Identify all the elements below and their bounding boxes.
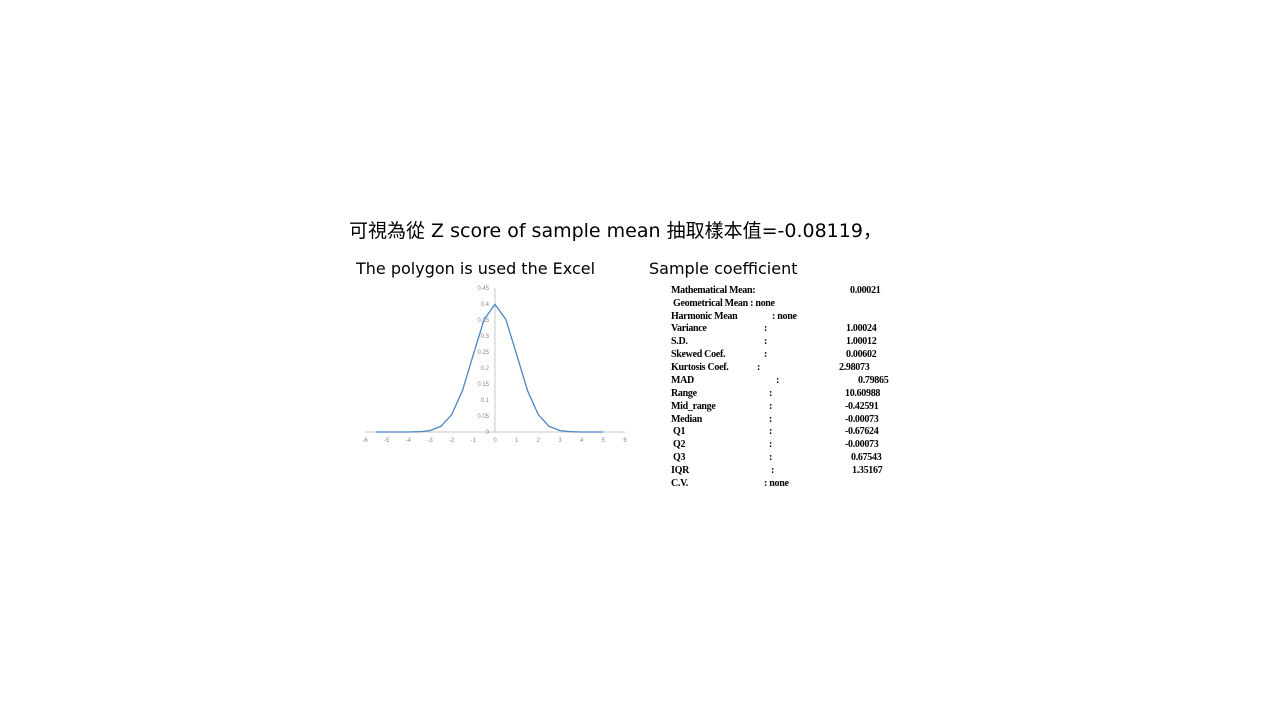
stat-label-mid-range: Mid_range [671, 401, 716, 412]
stat-value-kurtosis-coef: 2.98073 [839, 362, 870, 373]
stat-sep-mad: : [776, 375, 780, 386]
y-tick-label: 0.3 [481, 334, 490, 340]
y-tick-label: 0.4 [481, 302, 490, 308]
stat-sep-skewed-coef: : [764, 349, 768, 360]
stat-label-variance: Variance [671, 323, 707, 334]
x-tick-label: -5 [384, 438, 390, 444]
stat-sep-q2: : [769, 439, 773, 450]
stat-value-mid-range: -0.42591 [845, 401, 879, 412]
y-tick-label: 0.05 [477, 414, 489, 420]
x-tick-label: 6 [623, 438, 627, 444]
stat-sep-cv: : none [764, 478, 789, 489]
stat-label-iqr: IQR [671, 465, 689, 476]
stat-label-median: Median [671, 414, 702, 425]
stat-sep-sd: : [764, 336, 768, 347]
x-tick-label: -6 [362, 438, 368, 444]
x-tick-label: -2 [449, 438, 455, 444]
stat-sep-range: : [769, 388, 773, 399]
stat-label-range: Range [671, 388, 697, 399]
normal-curve-chart: -6 -5 -4 -3 -2 -1 0 1 2 3 4 5 6 0 0.05 0.1 0.15 0.2 0.25 0.… [362, 286, 627, 444]
x-tick-label: 0 [493, 438, 497, 444]
stat-sep-iqr: : [771, 465, 775, 476]
headline: 可視為從 Z score of sample mean 抽取樣本值=-0.081… [349, 220, 882, 242]
stat-sep-harmonic-mean: : none [772, 311, 797, 322]
x-tick-label: 3 [558, 438, 562, 444]
stat-value-variance: 1.00024 [846, 323, 877, 334]
x-tick-label: -1 [471, 438, 477, 444]
x-tick-label: 1 [515, 438, 519, 444]
x-tick-label: 2 [537, 438, 541, 444]
stat-value-mad: 0.79865 [858, 375, 889, 386]
stat-label-kurtosis-coef: Kurtosis Coef. [671, 362, 729, 373]
stat-value-mathematical-mean: 0.00021 [850, 285, 881, 296]
y-tick-label: 0.2 [481, 366, 490, 372]
stat-value-range: 10.60988 [845, 388, 881, 399]
stat-label-cv: C.V. [671, 478, 688, 489]
x-tick-label: -3 [427, 438, 433, 444]
y-tick-label: 0.15 [477, 382, 489, 388]
series-line [375, 303, 604, 433]
stat-label-mad: MAD [671, 375, 694, 386]
chart-title: The polygon is used the Excel [356, 259, 596, 278]
y-tick-label: 0.25 [477, 350, 489, 356]
x-tick-label: 5 [602, 438, 606, 444]
stat-value-q3: 0.67543 [851, 452, 882, 463]
stat-value-median: -0.00073 [845, 414, 879, 425]
stat-sep-variance: : [764, 323, 768, 334]
y-tick-label: 0.45 [477, 286, 489, 292]
stat-value-q1: -0.67624 [845, 426, 879, 437]
stat-label-sd: S.D. [671, 336, 688, 347]
stat-sep-q3: : [769, 452, 773, 463]
stat-sep-q1: : [769, 426, 773, 437]
stat-value-skewed-coef: 0.00602 [846, 349, 877, 360]
stat-label-q2: Q2 [673, 439, 686, 450]
stat-value-sd: 1.00012 [846, 336, 877, 347]
stat-label-skewed-coef: Skewed Coef. [671, 349, 726, 360]
y-tick-label: 0 [486, 430, 490, 436]
stat-label-harmonic-mean: Harmonic Mean [671, 311, 738, 322]
stat-label-geometrical-mean: Geometrical Mean : none [673, 298, 775, 309]
stat-label-mathematical-mean: Mathematical Mean: [671, 285, 756, 296]
y-tick-label: 0.1 [481, 398, 490, 404]
stat-sep-kurtosis-coef: : [757, 362, 761, 373]
stat-label-q3: Q3 [673, 452, 686, 463]
stats-title: Sample coefficient [649, 259, 798, 278]
stat-sep-median: : [769, 414, 773, 425]
x-tick-label: 4 [580, 438, 584, 444]
stat-value-q2: -0.00073 [845, 439, 879, 450]
stat-label-q1: Q1 [673, 426, 686, 437]
stat-sep-mid-range: : [769, 401, 773, 412]
stat-value-iqr: 1.35167 [852, 465, 883, 476]
x-tick-label: -4 [406, 438, 412, 444]
